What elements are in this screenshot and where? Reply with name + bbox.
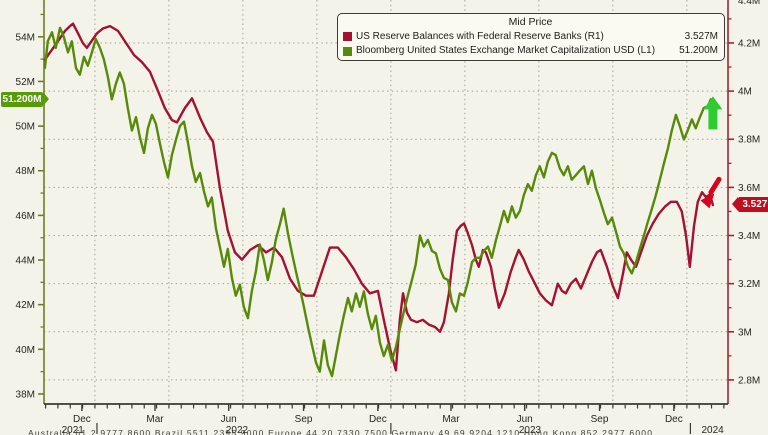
badge-pointer-icon bbox=[43, 91, 49, 106]
badge-pointer-icon bbox=[732, 197, 738, 212]
right-axis-tick-label: 4M bbox=[738, 87, 752, 98]
left-axis-tick-label: 48M bbox=[16, 166, 35, 177]
marketcap-line bbox=[43, 26, 712, 378]
marketcap-swatch-icon bbox=[343, 46, 352, 56]
legend-item-value: 3.527M bbox=[684, 30, 718, 42]
x-axis-month-label: Mar bbox=[146, 414, 164, 425]
legend-item-value: 51.200M bbox=[679, 45, 718, 56]
legend-item-marketcap[interactable]: Bloomberg United States Exchange Market … bbox=[343, 44, 718, 58]
legend-item-label: US Reserve Balances with Federal Reserve… bbox=[356, 30, 604, 42]
x-axis-month-label: Jun bbox=[517, 414, 533, 425]
right-axis-tick-label: 2.8M bbox=[738, 375, 760, 386]
reserves-swatch-icon bbox=[343, 32, 352, 41]
right-axis-tick-label: 4.4M bbox=[738, 0, 760, 7]
right-axis-tick-label: 3.2M bbox=[738, 279, 760, 290]
left-axis-tick-label: 38M bbox=[16, 389, 35, 400]
x-axis-month-label: Dec bbox=[369, 414, 387, 425]
chart-legend[interactable]: Mid Price US Reserve Balances with Feder… bbox=[337, 13, 725, 61]
last-value-badge-marketcap: 51.200M bbox=[1, 91, 49, 107]
left-axis-tick-label: 50M bbox=[16, 122, 35, 133]
left-axis-tick-label: 42M bbox=[16, 300, 35, 311]
right-axis-tick-label: 3M bbox=[738, 327, 752, 338]
x-axis-month-label: Mar bbox=[442, 414, 460, 425]
x-axis-month-label: Dec bbox=[665, 414, 683, 425]
x-axis-month-label: Dec bbox=[73, 414, 91, 425]
down-trend-arrow-icon bbox=[700, 193, 715, 209]
x-axis-year-label: 2021 bbox=[62, 425, 85, 435]
right-axis-tick-label: 3.6M bbox=[738, 183, 760, 194]
last-value-badge-reserves: 3.527M bbox=[732, 197, 768, 213]
reserves-line bbox=[43, 22, 715, 372]
left-axis-tick-label: 46M bbox=[16, 211, 35, 222]
right-axis-tick-label: 4.2M bbox=[738, 38, 760, 49]
up-trend-arrow-icon bbox=[703, 96, 723, 130]
left-axis-tick-label: 40M bbox=[16, 345, 35, 356]
x-axis-month-label: Sep bbox=[295, 414, 313, 425]
bloomberg-contact-footer: Australia 61 2 9777 8600 Brazil 5511 239… bbox=[28, 428, 654, 435]
last-value-reserves: 3.527M bbox=[742, 199, 768, 211]
left-axis-tick-label: 54M bbox=[16, 32, 35, 43]
x-axis-year-label: 2024 bbox=[701, 425, 724, 435]
right-axis-tick-label: 3.4M bbox=[738, 231, 760, 242]
down-trend-arrow-tail bbox=[708, 176, 722, 195]
left-axis-tick-label: 44M bbox=[16, 256, 35, 267]
x-axis-month-label: Sep bbox=[591, 414, 609, 425]
right-axis-tick-label: 3.8M bbox=[738, 135, 760, 146]
legend-item-reserves[interactable]: US Reserve Balances with Federal Reserve… bbox=[343, 30, 718, 44]
x-axis-year-label: 2022 bbox=[226, 425, 249, 435]
left-axis-tick-label: 52M bbox=[16, 77, 35, 88]
last-value-marketcap: 51.200M bbox=[2, 93, 42, 105]
legend-item-label: Bloomberg United States Exchange Market … bbox=[356, 45, 656, 56]
x-axis-year-label: 2023 bbox=[519, 425, 542, 435]
x-axis-month-label: Jun bbox=[221, 414, 237, 425]
legend-title: Mid Price bbox=[508, 16, 553, 28]
